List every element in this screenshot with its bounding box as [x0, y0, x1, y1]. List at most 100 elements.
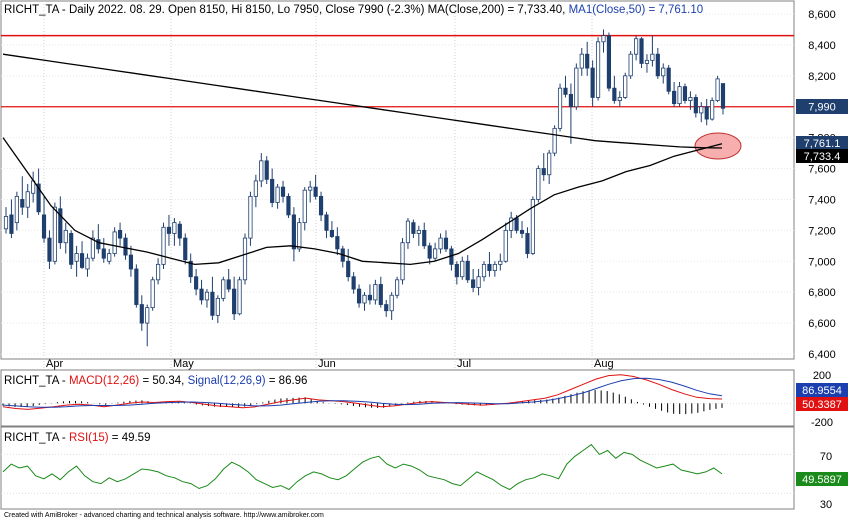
candle-body: [612, 87, 617, 101]
candle-body: [536, 168, 541, 200]
candle: [666, 65, 671, 95]
close-badge-bg: [796, 99, 848, 114]
candle-body: [329, 229, 334, 237]
price-ytick: 6,800: [808, 287, 836, 299]
candle-body: [514, 217, 519, 231]
candle: [471, 269, 476, 293]
ma200-badge: 7,733.4: [804, 151, 841, 163]
candle: [536, 165, 541, 203]
candle-body: [617, 97, 622, 101]
candle: [291, 207, 296, 262]
candle: [20, 176, 25, 215]
candle: [530, 196, 535, 256]
candle: [503, 222, 508, 263]
candle: [259, 153, 264, 188]
candle-body: [96, 239, 101, 250]
footer-credit: Created with AmiBroker - advanced charti…: [4, 512, 324, 519]
candle-body: [443, 237, 449, 250]
candle-body: [128, 254, 134, 270]
price-panel: [0, 0, 795, 360]
candle-body: [661, 67, 666, 77]
candle-body: [704, 106, 709, 120]
rsi-title-part: RICHT_TA -: [4, 432, 69, 444]
candle-body: [166, 226, 172, 234]
candle: [41, 196, 47, 243]
candle: [194, 269, 199, 296]
candle-body: [253, 180, 258, 197]
candle: [362, 292, 367, 311]
candle-body: [699, 106, 704, 114]
candle-body: [606, 35, 612, 89]
month-label: Apr: [46, 358, 63, 370]
candle-body: [628, 53, 633, 77]
candle: [85, 253, 90, 277]
candle-body: [107, 253, 112, 262]
candle-body: [498, 260, 503, 265]
rsi-panel: [0, 426, 795, 510]
candle: [574, 63, 579, 110]
candle: [215, 295, 220, 324]
candle-body: [492, 263, 497, 271]
candle: [492, 261, 497, 277]
candle-body: [346, 260, 351, 278]
candle-body: [280, 186, 286, 197]
candle-body: [373, 284, 378, 301]
candle: [525, 227, 530, 259]
candle: [400, 238, 405, 285]
candle-body: [530, 199, 535, 254]
macd-line: [2, 374, 723, 410]
candle-body: [25, 191, 30, 208]
candle: [612, 75, 617, 104]
month-label: Jul: [457, 358, 471, 370]
candle-body: [226, 279, 231, 290]
candle: [704, 99, 709, 126]
candle-body: [476, 276, 481, 288]
candle-body: [9, 214, 14, 234]
candle: [335, 227, 340, 256]
candle-body: [52, 206, 57, 262]
close-badge: 7,990: [808, 102, 836, 114]
candle: [557, 83, 563, 132]
candle-body: [411, 222, 416, 234]
candle-body: [460, 260, 465, 278]
candle: [324, 211, 329, 239]
candle-body: [454, 263, 459, 278]
price-title-part: MA(Close,200) = 7,733.40,: [428, 4, 569, 16]
candle: [389, 292, 394, 320]
candle: [606, 32, 612, 92]
candle-body: [177, 223, 182, 239]
candle-body: [634, 38, 639, 55]
candle-body: [3, 216, 9, 230]
month-axis: Apr May Jun Jul Aug: [46, 358, 614, 370]
candle-body: [481, 263, 487, 278]
rsi-badge: 49.5897: [802, 474, 842, 486]
candle: [547, 150, 552, 184]
candle-body: [221, 279, 226, 299]
candle-body: [422, 229, 427, 247]
candle: [672, 82, 677, 107]
candle-body: [672, 90, 677, 105]
candle-body: [682, 86, 688, 101]
candle: [411, 219, 416, 239]
candle-body: [14, 195, 19, 224]
candle: [74, 245, 79, 277]
candle: [47, 230, 52, 269]
candle: [367, 284, 373, 305]
candle-body: [194, 276, 199, 290]
candle-body: [655, 53, 660, 77]
candle: [329, 221, 334, 239]
candle-body: [563, 87, 568, 95]
candle-body: [356, 288, 362, 304]
candle-body: [639, 38, 644, 64]
candle: [248, 191, 253, 246]
candle: [405, 218, 411, 249]
candle: [90, 230, 95, 262]
candle: [693, 94, 698, 118]
rsi-ytick: 70: [820, 451, 832, 463]
signal-badge-bg: [796, 383, 848, 397]
candle-body: [237, 279, 242, 315]
candle: [199, 279, 204, 305]
candle-body: [134, 268, 139, 305]
candle-body: [302, 189, 307, 224]
candle-body: [275, 186, 280, 203]
